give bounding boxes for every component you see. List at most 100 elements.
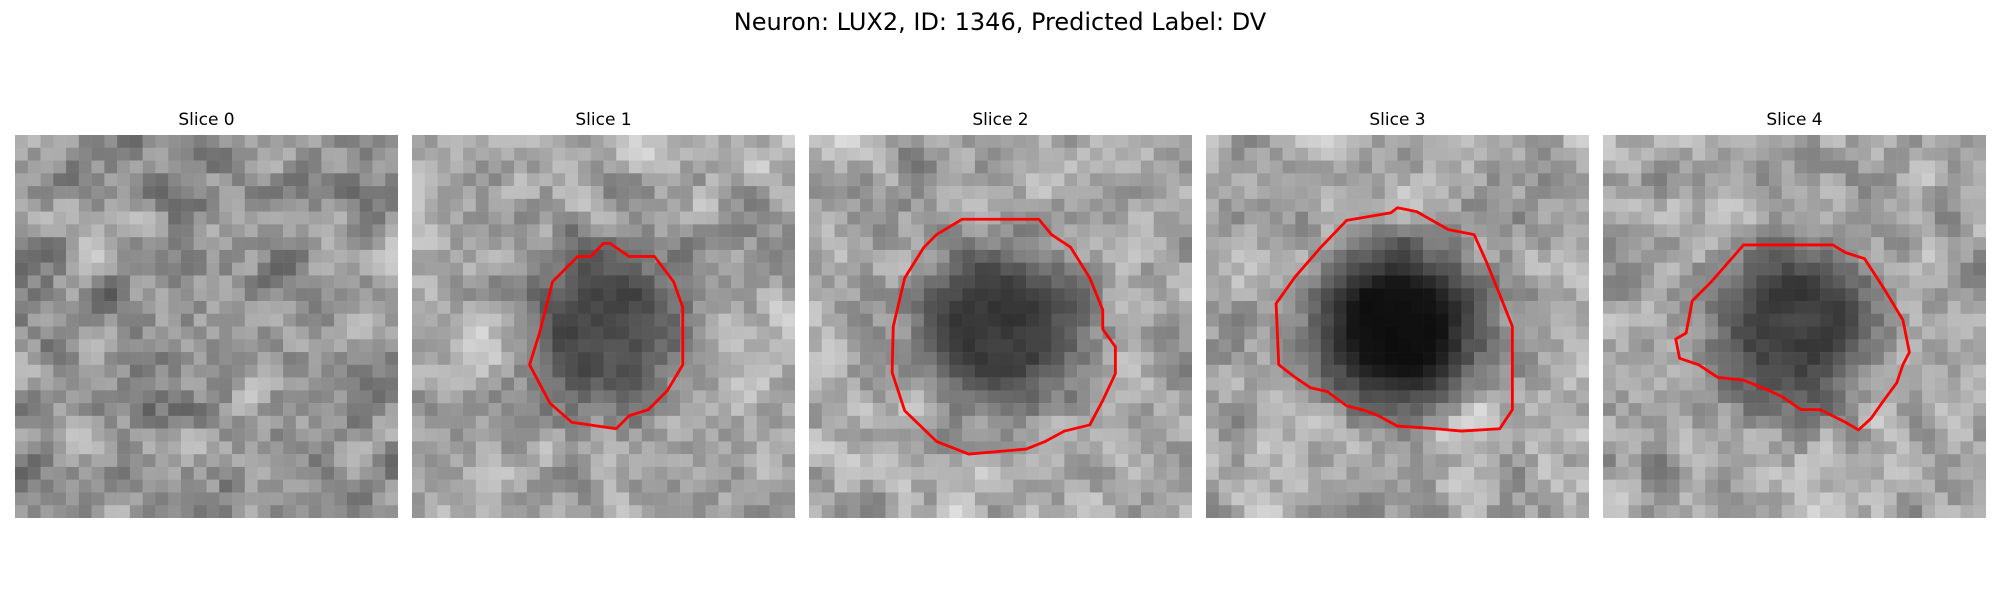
pixel — [629, 147, 643, 161]
pixel — [193, 326, 207, 340]
pixel — [962, 313, 976, 327]
pixel — [809, 211, 823, 225]
pixel — [1384, 224, 1398, 238]
pixel — [1346, 147, 1360, 161]
pixel — [1051, 211, 1065, 225]
pixel — [501, 288, 515, 302]
pixel — [232, 275, 246, 289]
pixel — [1153, 326, 1167, 340]
pixel — [821, 160, 835, 174]
pixel — [1576, 492, 1589, 506]
pixel — [552, 466, 566, 480]
pixel — [1000, 313, 1014, 327]
pixel — [1140, 211, 1154, 225]
pixel — [1603, 492, 1617, 506]
pixel — [1654, 313, 1668, 327]
pixel — [1244, 288, 1258, 302]
pixel — [1077, 288, 1091, 302]
pixel — [1537, 403, 1551, 417]
pixel — [1166, 441, 1180, 455]
pixel — [1909, 288, 1923, 302]
pixel — [1051, 454, 1065, 468]
pixel — [1641, 173, 1655, 187]
pixel — [385, 492, 398, 506]
pixel — [475, 492, 489, 506]
pixel — [962, 364, 976, 378]
pixel — [1282, 339, 1296, 353]
pixel — [1845, 237, 1859, 251]
pixel — [526, 160, 540, 174]
pixel — [1934, 173, 1948, 187]
pixel — [1295, 352, 1309, 366]
pixel — [488, 186, 502, 200]
pixel — [718, 492, 732, 506]
pixel — [53, 135, 67, 149]
pixel — [629, 339, 643, 353]
pixel — [974, 466, 988, 480]
pixel — [155, 352, 169, 366]
pixel — [1512, 415, 1526, 429]
pixel — [565, 211, 579, 225]
pixel — [923, 377, 937, 391]
pixel — [1679, 403, 1693, 417]
pixel — [1820, 313, 1834, 327]
pixel — [1115, 492, 1129, 506]
pixel — [756, 147, 770, 161]
pixel — [847, 275, 861, 289]
pixel — [1934, 135, 1948, 149]
pixel — [821, 224, 835, 238]
pixel — [244, 415, 258, 429]
pixel — [346, 147, 360, 161]
pixel — [40, 262, 54, 276]
pixel — [168, 237, 182, 251]
pixel — [603, 479, 617, 493]
pixel — [1115, 237, 1129, 251]
pixel — [1654, 249, 1668, 263]
pixel — [834, 160, 848, 174]
figure-title: Neuron: LUX2, ID: 1346, Predicted Label:… — [733, 8, 1267, 36]
pixel — [603, 339, 617, 353]
pixel — [1512, 198, 1526, 212]
pixel — [1206, 300, 1220, 314]
pixel — [1231, 390, 1245, 404]
pixel — [346, 262, 360, 276]
pixel — [1896, 492, 1910, 506]
pixel — [1883, 211, 1897, 225]
pixel — [1448, 313, 1462, 327]
pixel — [1115, 147, 1129, 161]
pixel — [847, 313, 861, 327]
pixel — [463, 300, 477, 314]
pixel — [1448, 237, 1462, 251]
pixel — [526, 415, 540, 429]
pixel — [1308, 479, 1322, 493]
pixel — [1244, 186, 1258, 200]
pixel — [346, 466, 360, 480]
pixel — [590, 275, 604, 289]
pixel — [206, 415, 220, 429]
pixel — [359, 224, 373, 238]
pixel — [168, 479, 182, 493]
pixel — [1717, 454, 1731, 468]
pixel — [1371, 135, 1385, 149]
pixel — [1922, 415, 1936, 429]
pixel — [1282, 415, 1296, 429]
pixel — [1359, 262, 1373, 276]
pixel — [1641, 147, 1655, 161]
pixel — [475, 454, 489, 468]
pixel — [1973, 352, 1986, 366]
pixel — [27, 198, 41, 212]
pixel — [1089, 364, 1103, 378]
pixel — [283, 390, 297, 404]
pixel — [1909, 339, 1923, 353]
pixel — [552, 211, 566, 225]
pixel — [705, 326, 719, 340]
pixel — [359, 339, 373, 353]
pixel — [1666, 364, 1680, 378]
pixel — [193, 377, 207, 391]
pixel — [437, 428, 451, 442]
pixel — [359, 198, 373, 212]
pixel — [193, 275, 207, 289]
pixel — [1102, 186, 1116, 200]
pixel — [718, 262, 732, 276]
pixel — [616, 224, 630, 238]
